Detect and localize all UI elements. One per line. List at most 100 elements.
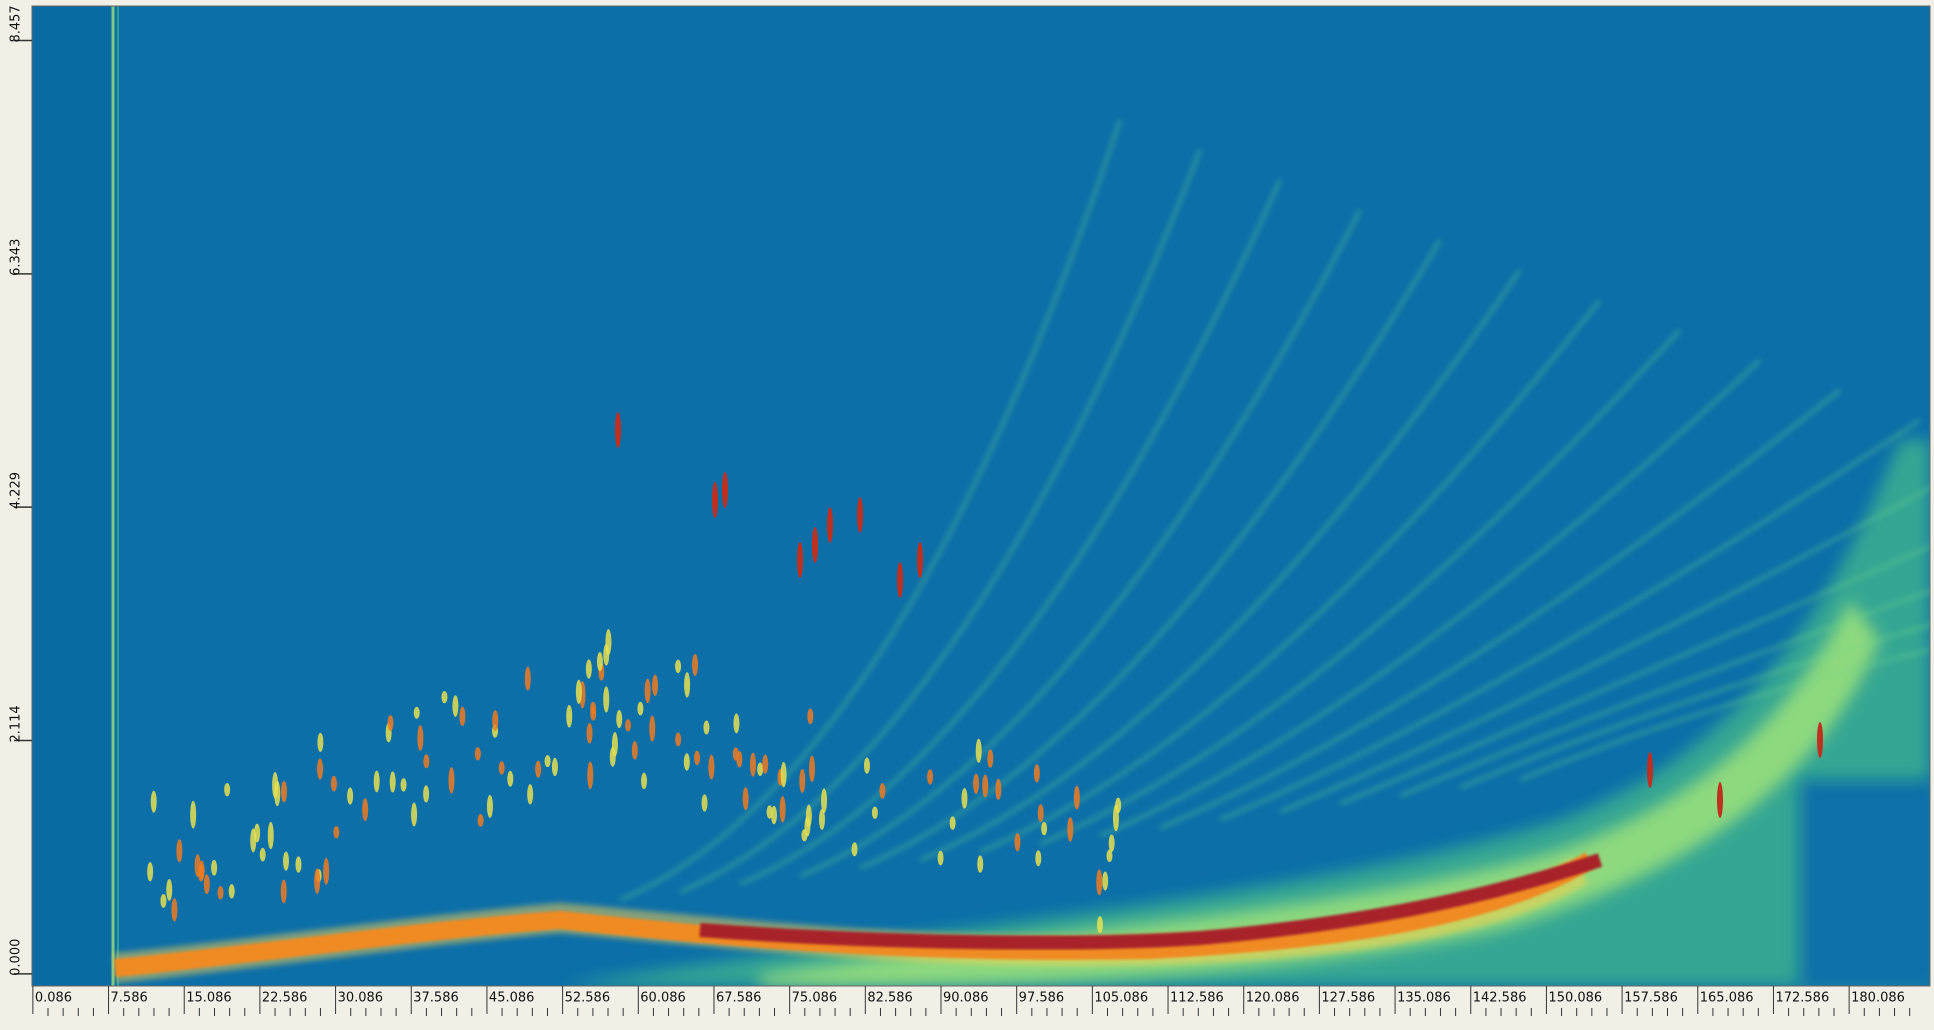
plot-frame: [31, 5, 1931, 987]
spot: [703, 720, 710, 735]
heatmap: [32, 6, 1930, 986]
spot: [615, 412, 621, 448]
spot: [283, 851, 290, 871]
streak: [1039, 328, 1682, 846]
x-tick-label: 82.586: [867, 991, 913, 1006]
spot: [977, 855, 984, 873]
spot: [544, 755, 551, 768]
y-tick-label: 0.000: [9, 939, 24, 976]
spot: [524, 666, 531, 691]
spot: [749, 752, 756, 777]
spot: [423, 754, 430, 769]
spot: [987, 749, 994, 768]
signal-core: [760, 600, 1880, 986]
spot: [551, 757, 558, 777]
streak: [739, 179, 1282, 886]
spot: [927, 769, 934, 785]
streak: [859, 238, 1442, 870]
spot: [801, 829, 808, 842]
x-tick-label: 97.586: [1019, 991, 1065, 1006]
streak: [979, 298, 1602, 854]
spot: [259, 847, 266, 862]
spot: [166, 878, 173, 901]
spot: [742, 787, 749, 811]
axes: 0.086 7.586 15.086 22.586 30.086 37.586 45.086…: [9, 5, 1911, 1016]
spot: [389, 771, 396, 793]
spot: [897, 562, 903, 598]
x-tick-label: 67.586: [716, 991, 762, 1006]
spot: [250, 828, 257, 853]
spot: [637, 701, 644, 716]
spot: [160, 893, 167, 908]
spot: [527, 784, 534, 805]
spot: [649, 715, 656, 742]
streak: [619, 119, 1122, 902]
spot: [411, 802, 418, 827]
streak: [1459, 622, 1930, 790]
streaks: [619, 119, 1930, 902]
spot: [692, 653, 699, 677]
spot: [507, 770, 514, 787]
spot: [575, 679, 582, 704]
spot: [631, 741, 638, 760]
spot: [171, 898, 178, 922]
spot: [1102, 871, 1109, 891]
spot: [1035, 850, 1042, 867]
spot: [330, 775, 337, 792]
y-tick-label: 6.343: [9, 239, 24, 276]
spot: [1096, 916, 1103, 934]
spot: [1115, 797, 1122, 814]
streak: [1399, 588, 1930, 798]
spot: [973, 773, 980, 795]
spot: [603, 686, 610, 713]
spot: [586, 723, 593, 744]
x-tick-label: 172.586: [1775, 991, 1829, 1006]
heatmap-edge: [32, 6, 112, 986]
spot: [417, 725, 424, 751]
x-tick-label: 127.586: [1321, 991, 1375, 1006]
x-tick-label: 0.086: [35, 991, 72, 1006]
spot: [809, 755, 816, 783]
spot: [413, 706, 420, 719]
spot: [733, 713, 740, 734]
spot: [477, 813, 484, 827]
spot: [684, 672, 691, 698]
spot: [797, 542, 803, 578]
spot: [961, 788, 968, 809]
spot: [694, 750, 701, 766]
x-tick-label: 180.086: [1851, 991, 1905, 1006]
spot: [818, 808, 825, 830]
spot: [605, 629, 612, 656]
spot: [1033, 764, 1040, 783]
spot: [805, 804, 812, 828]
x-tick-label: 150.086: [1548, 991, 1602, 1006]
spot: [176, 839, 183, 863]
spot: [585, 659, 592, 679]
spot: [423, 785, 430, 803]
spot: [675, 732, 682, 747]
x-tick-label: 142.586: [1473, 991, 1527, 1006]
spot: [1014, 833, 1021, 852]
spot: [452, 695, 459, 717]
spot: [712, 482, 718, 518]
spot: [611, 732, 618, 757]
spot: [314, 868, 321, 894]
x-tick-label: 52.586: [565, 991, 611, 1006]
x-tick-label: 37.586: [413, 991, 459, 1006]
x-tick-label: 112.586: [1170, 991, 1224, 1006]
spot: [1717, 782, 1723, 818]
streak: [799, 209, 1362, 878]
spot: [851, 842, 858, 857]
x-tick-label: 135.086: [1397, 991, 1451, 1006]
spot: [317, 732, 324, 752]
spot: [879, 782, 886, 799]
spot: [441, 691, 448, 704]
spot: [1106, 849, 1113, 863]
spot: [498, 761, 505, 775]
spot: [217, 885, 224, 900]
spot: [722, 472, 728, 508]
spot: [652, 674, 659, 696]
spot: [821, 788, 828, 814]
spot: [596, 652, 603, 672]
spot: [459, 706, 466, 726]
